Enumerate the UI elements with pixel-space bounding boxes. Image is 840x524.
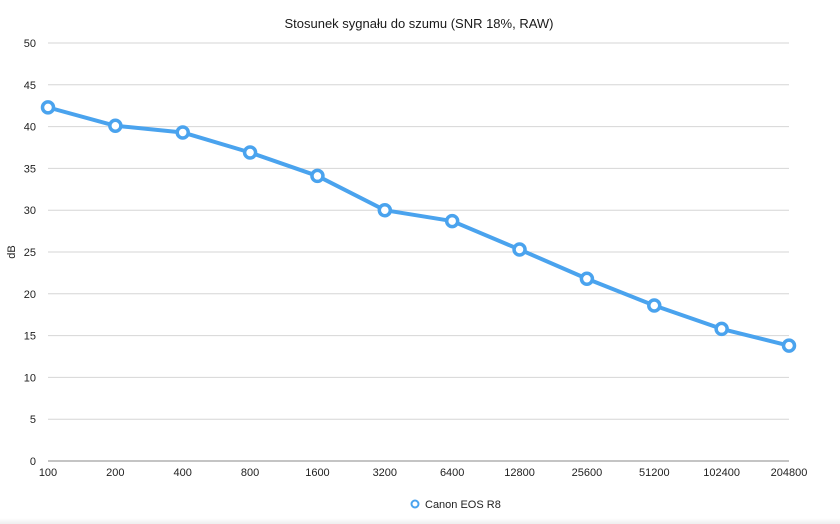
data-point [781, 338, 797, 353]
series-line [46, 105, 791, 348]
gridlines [48, 42, 789, 462]
y-tick-label: 5 [30, 414, 36, 426]
legend-marker [410, 499, 420, 509]
data-point [175, 125, 190, 140]
data-point [512, 242, 527, 257]
data-point [40, 100, 56, 115]
y-tick-label: 25 [24, 247, 36, 259]
footer-shade [0, 518, 840, 524]
y-tick-label: 15 [24, 331, 36, 343]
x-tick-label: 12800 [504, 467, 535, 479]
y-tick-label: 50 [24, 38, 36, 50]
x-tick-label: 200 [106, 467, 124, 479]
x-tick-label: 3200 [373, 467, 397, 479]
y-tick-label: 0 [30, 456, 36, 468]
y-tick-label: 30 [24, 205, 36, 217]
series-canon-eos-r8 [40, 100, 797, 353]
data-point [108, 118, 123, 134]
y-axis-label: dB [6, 245, 18, 258]
x-tick-label: 25600 [572, 467, 603, 479]
data-point [714, 321, 729, 337]
data-point [647, 298, 662, 313]
data-point [310, 168, 325, 184]
chart-title: Stosunek sygnału do szumu (SNR 18%, RAW) [284, 16, 553, 31]
x-tick-label: 6400 [440, 467, 464, 479]
x-tick-label: 400 [174, 467, 192, 479]
y-tick-label: 35 [24, 163, 36, 175]
legend: Canon EOS R8 [410, 499, 501, 511]
data-point [444, 213, 460, 229]
y-tick-label: 20 [24, 289, 36, 301]
data-point [242, 145, 258, 160]
x-tick-label: 1600 [305, 467, 329, 479]
legend-label: Canon EOS R8 [425, 499, 501, 511]
y-tick-label: 45 [24, 80, 36, 92]
y-tick-label: 40 [24, 122, 36, 134]
x-tick-label: 100 [39, 467, 57, 479]
data-point [377, 202, 393, 218]
x-axis-ticks: 100 200 400 800 1600 3200 6400 12800 25600 51200 1… [39, 467, 808, 479]
y-tick-label: 10 [24, 372, 36, 384]
x-tick-label: 800 [241, 467, 259, 479]
x-tick-label: 102400 [703, 467, 740, 479]
x-tick-label: 204800 [771, 467, 808, 479]
data-point [579, 271, 595, 287]
y-axis-ticks: 0 5 10 15 20 25 30 35 40 45 50 [24, 38, 36, 468]
x-tick-label: 51200 [639, 467, 670, 479]
